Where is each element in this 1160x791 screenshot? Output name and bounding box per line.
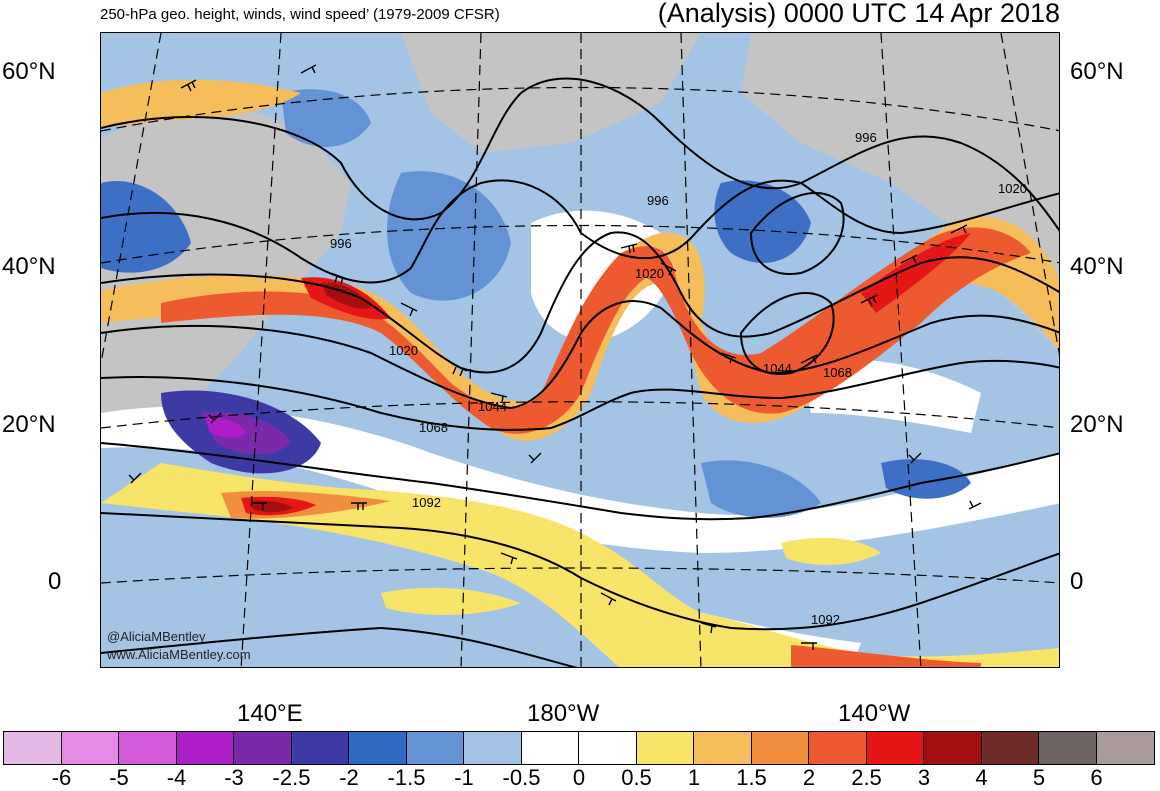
colorbar-tick-label: 1 [687,765,701,790]
lon-label: 140°E [237,700,303,727]
contour-label: 1044 [763,361,792,376]
height-contours [101,77,1059,667]
colorbar-tick-label: -2 [339,765,359,790]
contour-label: 1044 [478,399,507,414]
colorbar-swatch [579,732,637,764]
colorbar-swatch [406,732,464,764]
colorbar-swatch [751,732,809,764]
colorbar-tick-label: -6 [51,765,72,790]
colorbar-swatch [866,732,924,764]
lat-label-right: 40°N [1070,253,1124,280]
colorbar-tick-label: 4 [975,765,988,790]
map-graphic: 996 996 996 1020 1020 1020 1044 1044 106… [101,33,1059,667]
colorbar-swatch [4,732,62,764]
colorbar-tick-label: 0.5 [621,765,652,790]
colorbar-tick-label: -1.5 [387,765,426,790]
colorbar-swatch [291,732,349,764]
positive-anomaly-areas [101,79,1059,667]
colorbar-tick-label: -0.5 [502,765,541,790]
colorbar-swatch [61,732,119,764]
watermark-site: www.AliciaMBentley.com [107,647,251,662]
colorbar-tick-label: 5 [1032,765,1046,790]
lat-label-right: 60°N [1070,58,1124,85]
colorbar-tick-label: 1.5 [736,765,767,790]
wind-barbs [128,64,982,650]
map-title: (Analysis) 0000 UTC 14 Apr 2018 [657,0,1060,28]
map-subtitle: 250-hPa geo. height, winds, wind speed’ … [100,6,500,23]
negative-anomaly-areas [101,89,971,518]
colorbar-tick-label: -4 [166,765,187,790]
contour-label: 1092 [811,612,840,627]
colorbar-swatch [694,732,752,764]
colorbar-tick-label: -3 [224,765,244,790]
lat-label-right: 0 [1070,568,1084,595]
colorbar-swatch [119,732,177,764]
lat-label-left: 20°N [2,411,56,438]
colorbar [3,731,1155,765]
contour-label: 1020 [635,266,664,281]
contour-label: 1020 [389,343,418,358]
contour-labels: 996 996 996 1020 1020 1020 1044 1044 106… [330,130,1027,627]
contour-label: 1020 [998,181,1027,196]
colorbar-swatch [1039,732,1097,764]
contour-label: 996 [855,130,877,145]
colorbar-tick-label: 6 [1090,765,1103,790]
colorbar-tick-label: -1 [454,765,474,790]
lat-label-left: 60°N [2,58,56,85]
lat-label-left: 0 [48,568,62,595]
contour-label: 1068 [823,365,852,380]
map-panel: 996 996 996 1020 1020 1020 1044 1044 106… [100,32,1060,668]
colorbar-tick-label: 2 [802,765,816,790]
colorbar-tick-label: 3 [917,765,931,790]
colorbar-swatch [349,732,407,764]
watermark-handle: @AliciaMBentley [107,629,206,644]
contour-label: 1092 [412,495,441,510]
contour-label: 996 [647,193,669,208]
colorbar-swatch [464,732,522,764]
lon-label: 180°W [527,700,600,727]
land-masses [101,33,1059,428]
colorbar-swatch [176,732,234,764]
lat-label-right: 20°N [1070,411,1124,438]
colorbar-swatch [981,732,1039,764]
lat-label-left: 40°N [2,253,56,280]
colorbar-swatch [636,732,694,764]
contour-label: 1068 [419,420,448,435]
lon-label: 140°W [838,700,911,727]
colorbar-tick-label: -5 [109,765,129,790]
colorbar-swatch [809,732,867,764]
graticule [101,33,1059,667]
colorbar-tick-label: 2.5 [851,765,882,790]
colorbar-swatch [1096,732,1154,764]
contour-label: 996 [330,236,352,251]
colorbar-swatch [924,732,982,764]
colorbar-swatch [234,732,292,764]
colorbar-swatch [521,732,579,764]
colorbar-tick-label: -2.5 [272,765,311,790]
colorbar-tick-label: 0 [572,765,586,790]
